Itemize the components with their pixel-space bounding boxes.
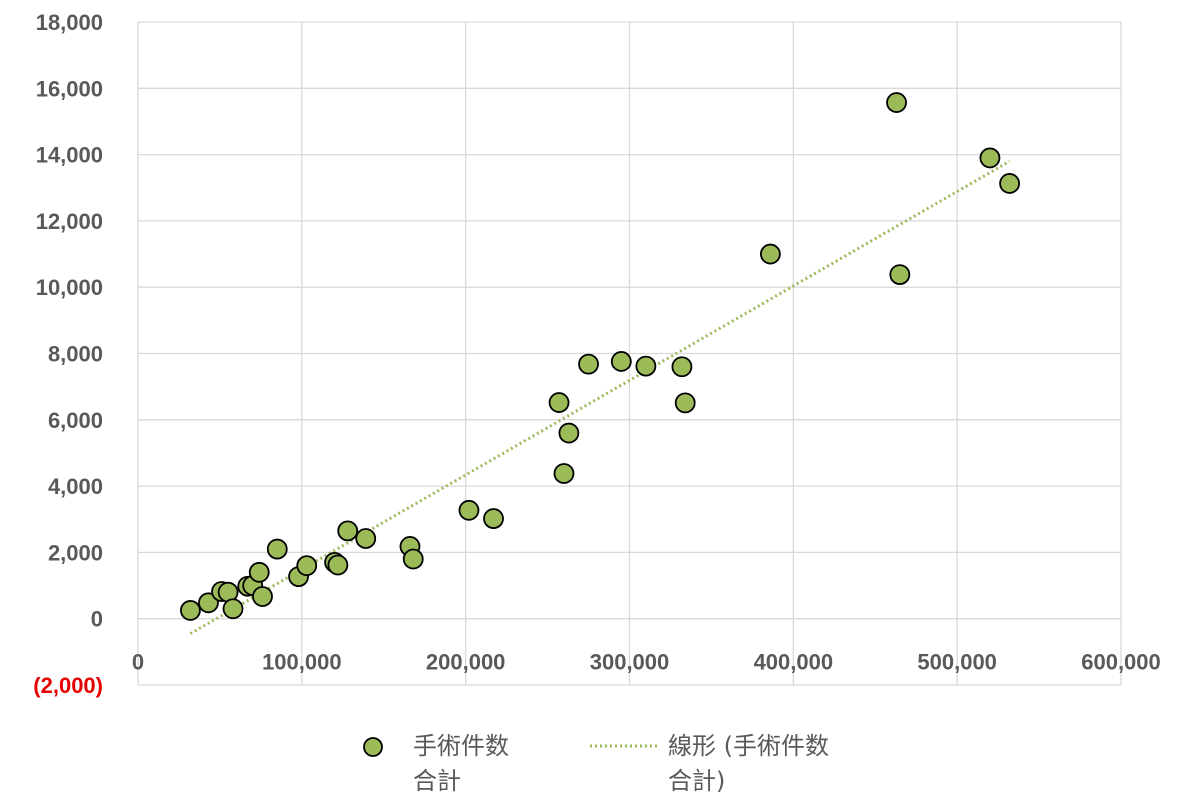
data-point — [558, 422, 580, 444]
data-point — [222, 598, 244, 620]
y-tick-label: 10,000 — [36, 275, 103, 300]
data-point — [327, 554, 349, 576]
x-tick-label: 500,000 — [917, 650, 997, 675]
y-tick-label: 8,000 — [48, 342, 103, 367]
y-tick-label: 16,000 — [36, 76, 103, 101]
data-point — [610, 351, 632, 372]
data-point — [248, 561, 270, 583]
x-tick-label: 200,000 — [426, 650, 506, 675]
x-tick-label: 300,000 — [590, 650, 670, 675]
data-point — [578, 353, 599, 375]
data-point — [337, 520, 359, 542]
data-point — [266, 538, 288, 560]
data-point — [979, 147, 1001, 169]
legend-marker-series — [363, 737, 383, 757]
legend-label-series-line2: 合計 — [413, 767, 461, 795]
data-points — [180, 92, 1020, 621]
grid-lines — [137, 21, 1122, 686]
data-point — [548, 392, 570, 413]
data-point — [458, 499, 480, 521]
y-tick-label: 18,000 — [36, 10, 103, 35]
x-tick-label: 600,000 — [1081, 650, 1161, 675]
data-point — [296, 555, 318, 577]
data-point — [402, 548, 424, 570]
y-tick-label: 12,000 — [36, 209, 103, 234]
legend-label-series-line1: 手術件数 — [413, 732, 509, 760]
y-tick-label: 0 — [91, 607, 103, 632]
data-point — [198, 592, 219, 614]
y-tick-label: 6,000 — [48, 408, 103, 433]
legend: 手術件数 合計 線形 (手術件数 合計) — [363, 732, 829, 795]
data-point — [483, 508, 504, 529]
data-point — [674, 392, 696, 414]
y-tick-label: (2,000) — [33, 673, 103, 698]
legend-item-trendline: 線形 (手術件数 合計) — [590, 732, 829, 795]
legend-label-trendline-line2: 合計) — [668, 767, 725, 795]
data-point — [886, 92, 907, 113]
x-tick-label: 400,000 — [754, 650, 834, 675]
x-axis-tick-labels: 0 100,000 200,000 300,000 400,000 500,000 600,… — [132, 650, 1161, 675]
y-axis-tick-labels: (2,000) 0 2,000 4,000 6,000 8,000 10,000 12,000… — [33, 10, 103, 698]
data-point — [252, 586, 273, 607]
y-tick-label: 2,000 — [48, 540, 103, 565]
data-point — [999, 173, 1020, 194]
data-point — [355, 528, 377, 549]
y-tick-label: 4,000 — [48, 474, 103, 499]
data-point — [635, 355, 657, 377]
y-tick-label: 14,000 — [36, 143, 103, 168]
data-point — [671, 356, 693, 378]
legend-item-series: 手術件数 合計 — [363, 732, 509, 795]
x-tick-label: 100,000 — [262, 650, 342, 675]
data-point — [759, 243, 781, 265]
data-point — [553, 463, 575, 484]
x-tick-label: 0 — [132, 650, 144, 675]
data-point — [180, 600, 201, 621]
legend-label-trendline-line1: 線形 (手術件数 — [668, 732, 829, 760]
data-point — [889, 264, 911, 286]
